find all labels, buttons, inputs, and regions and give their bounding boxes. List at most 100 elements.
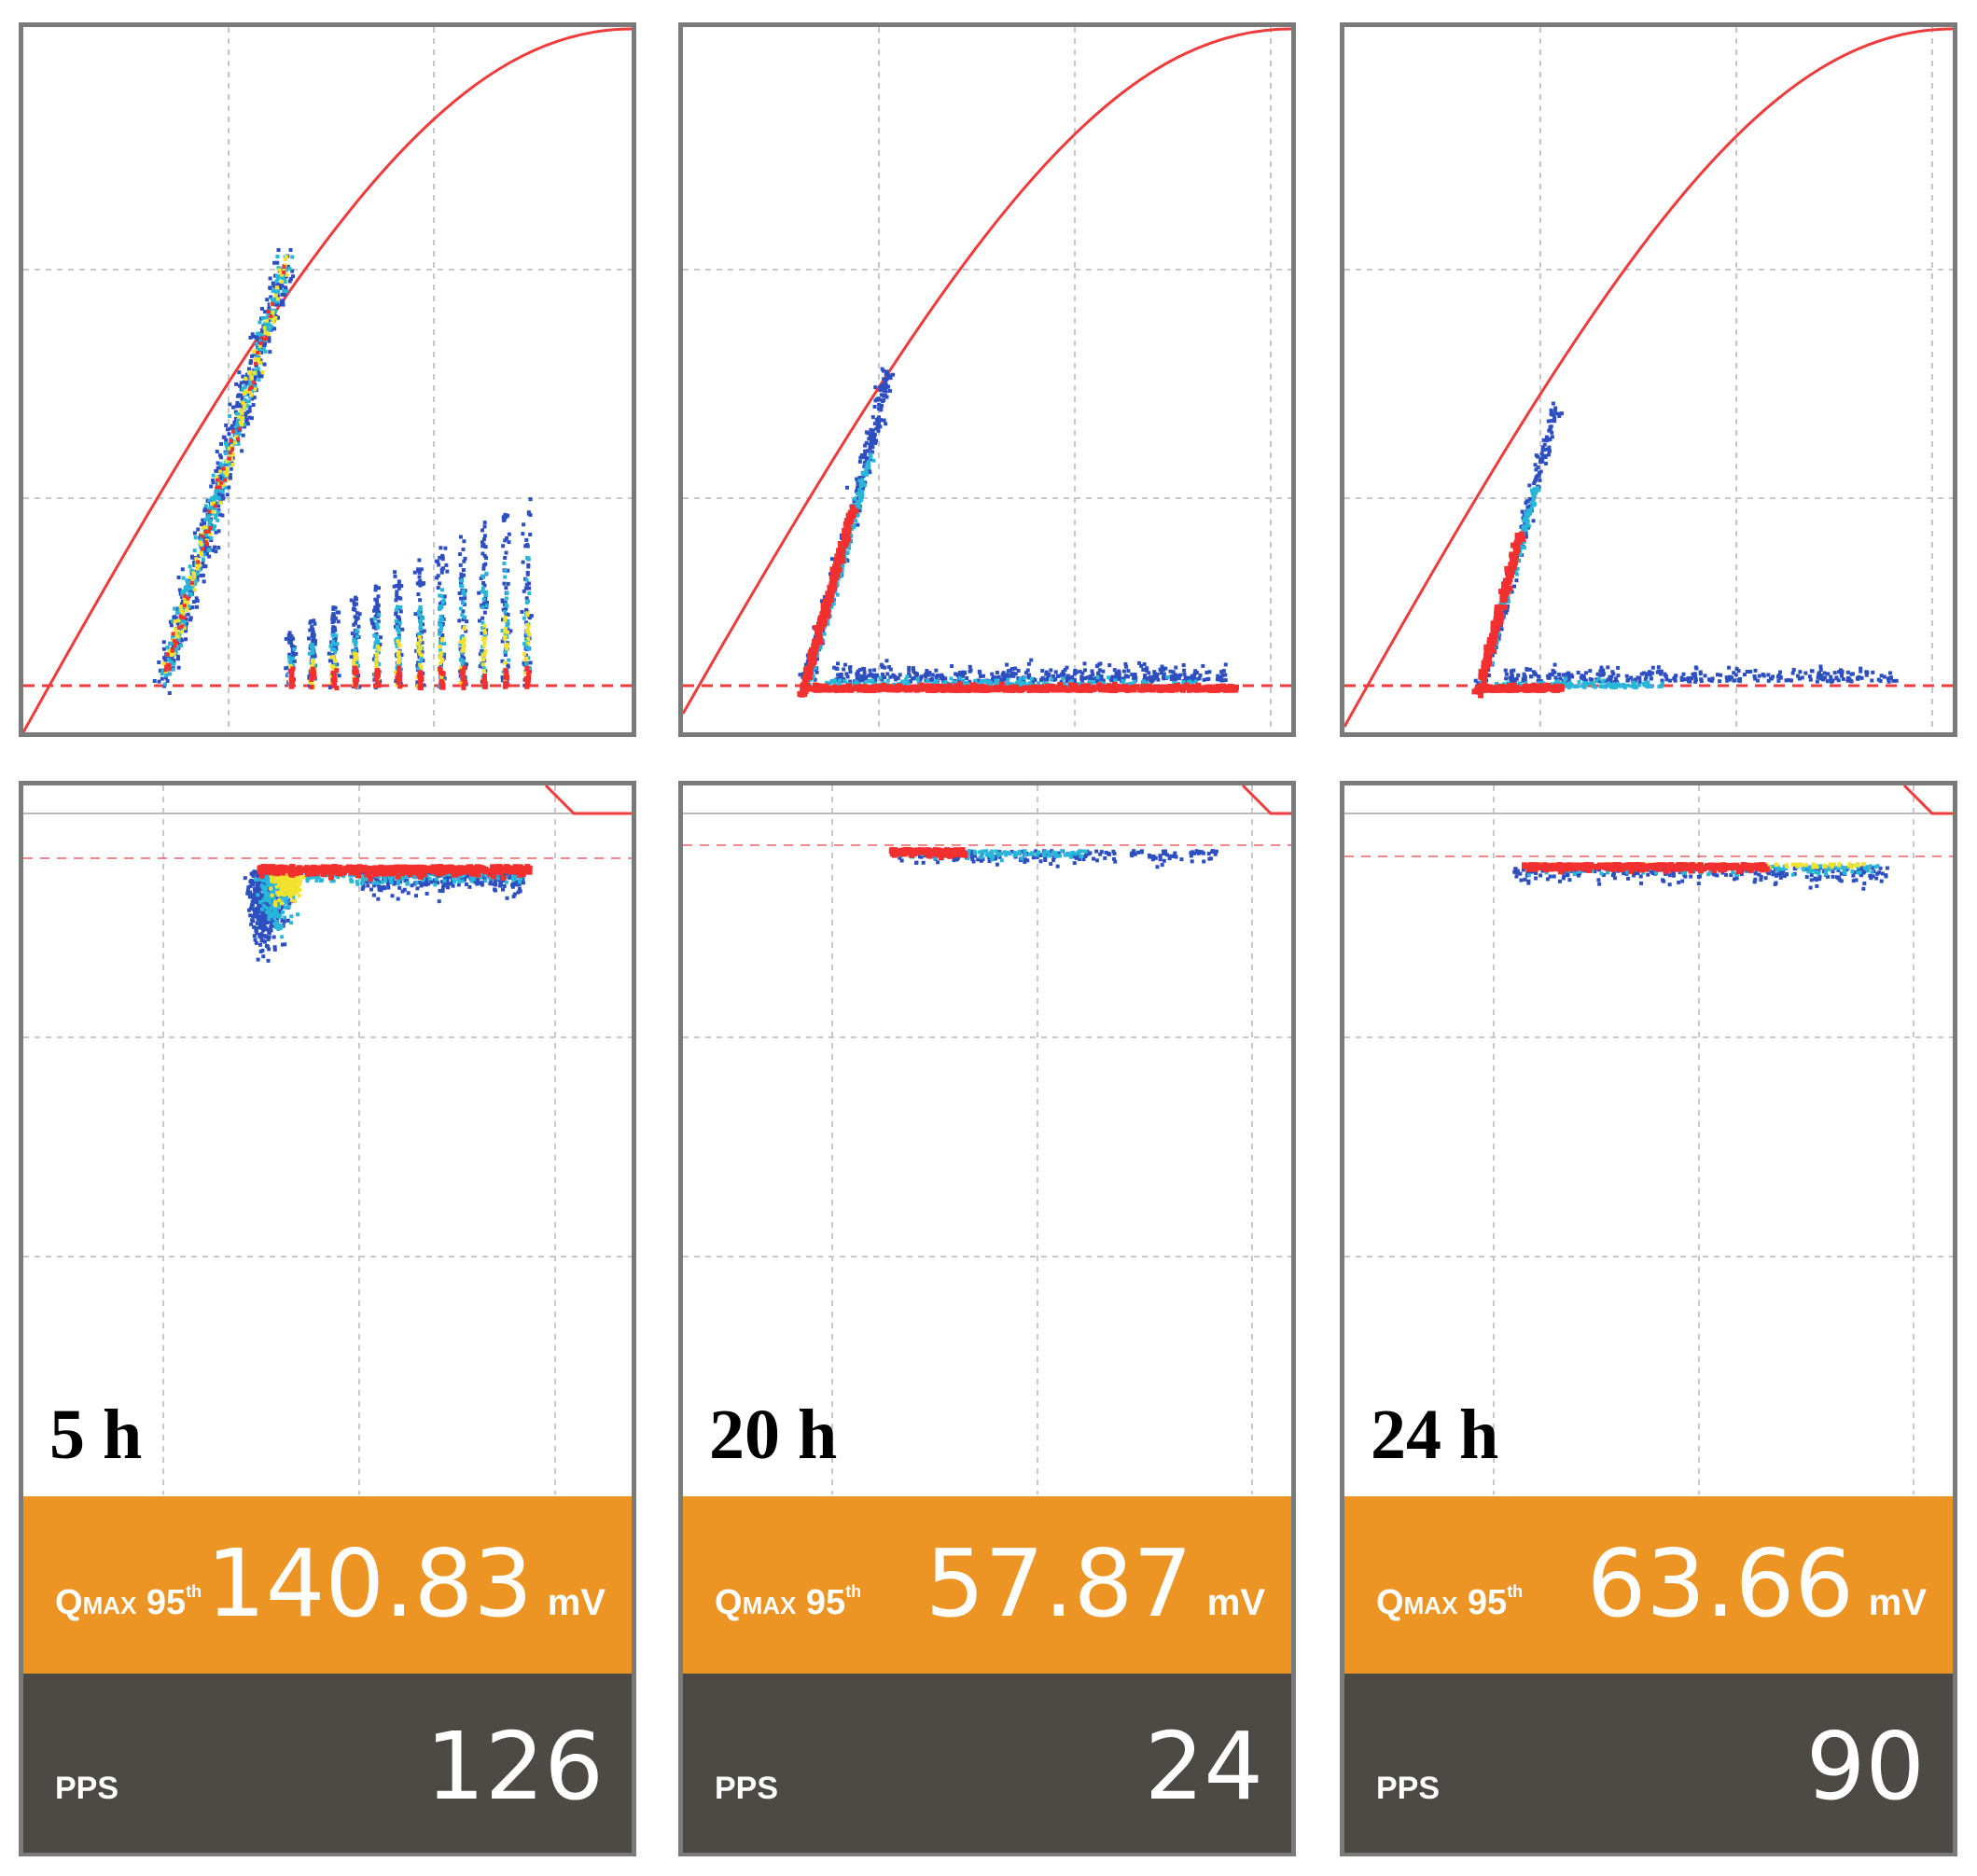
- discharge-point: [289, 681, 295, 687]
- discharge-point: [230, 438, 234, 443]
- discharge-point: [461, 645, 466, 649]
- discharge-point: [274, 279, 279, 284]
- discharge-point: [835, 592, 840, 597]
- discharge-point: [436, 560, 440, 564]
- discharge-point: [171, 635, 175, 640]
- discharge-point: [336, 875, 341, 880]
- discharge-point: [475, 882, 480, 886]
- discharge-point: [224, 443, 229, 448]
- discharge-point: [292, 646, 297, 651]
- discharge-point: [278, 894, 283, 898]
- discharge-point: [292, 891, 297, 896]
- discharge-point: [322, 867, 328, 873]
- discharge-point: [253, 888, 258, 893]
- discharge-point: [503, 609, 508, 614]
- discharge-point: [421, 878, 425, 882]
- discharge-point: [418, 680, 424, 686]
- discharge-point: [884, 385, 889, 390]
- discharge-point: [258, 902, 263, 907]
- discharge-point: [280, 885, 285, 890]
- discharge-point: [505, 642, 509, 646]
- discharge-point: [249, 393, 254, 397]
- discharge-point: [337, 610, 341, 615]
- discharge-point: [277, 268, 282, 272]
- discharge-point: [152, 678, 157, 683]
- discharge-point: [436, 574, 440, 578]
- discharge-point: [169, 660, 174, 664]
- discharge-point: [275, 277, 280, 282]
- discharge-point: [192, 587, 197, 591]
- discharge-point: [289, 644, 294, 648]
- discharge-point: [228, 402, 232, 407]
- discharge-point: [235, 400, 240, 405]
- discharge-point: [440, 880, 445, 884]
- discharge-point: [187, 584, 191, 589]
- discharge-point: [284, 880, 288, 884]
- discharge-point: [280, 280, 285, 285]
- discharge-point: [256, 902, 260, 907]
- discharge-point: [197, 554, 202, 559]
- discharge-point: [519, 877, 523, 882]
- discharge-point: [855, 496, 859, 501]
- discharge-point: [261, 954, 266, 959]
- discharge-point: [399, 653, 404, 658]
- discharge-point: [480, 637, 485, 642]
- discharge-point: [274, 285, 279, 290]
- discharge-point: [375, 680, 381, 686]
- discharge-point: [187, 604, 191, 609]
- discharge-point: [862, 483, 867, 488]
- discharge-point: [247, 409, 252, 413]
- discharge-point: [459, 671, 465, 676]
- discharge-point: [371, 625, 376, 630]
- discharge-point: [396, 679, 401, 685]
- discharge-point: [191, 571, 196, 576]
- discharge-point: [502, 883, 507, 888]
- discharge-point: [439, 663, 443, 668]
- discharge-point: [307, 674, 312, 678]
- discharge-point: [252, 924, 257, 929]
- discharge-point: [280, 935, 285, 939]
- discharge-point: [333, 605, 338, 610]
- discharge-point: [398, 870, 405, 877]
- discharge-point: [201, 525, 205, 530]
- discharge-point: [245, 392, 250, 396]
- discharge-point: [287, 637, 292, 642]
- discharge-point: [237, 370, 242, 375]
- discharge-point: [527, 591, 532, 595]
- discharge-point: [524, 637, 529, 642]
- discharge-point: [208, 526, 213, 531]
- discharge-point: [255, 883, 259, 888]
- discharge-point: [524, 662, 529, 667]
- discharge-point: [401, 868, 408, 874]
- discharge-point: [417, 619, 422, 624]
- discharge-point: [811, 676, 815, 681]
- discharge-point: [276, 315, 281, 320]
- discharge-point: [271, 301, 275, 306]
- bottom-plot-svg: [23, 785, 632, 1494]
- discharge-point: [445, 569, 450, 574]
- discharge-point: [258, 877, 262, 882]
- discharge-point: [327, 659, 332, 663]
- discharge-point: [278, 275, 283, 280]
- discharge-point: [353, 620, 357, 625]
- discharge-point: [842, 527, 848, 534]
- discharge-point: [157, 660, 161, 665]
- discharge-point: [165, 645, 170, 649]
- discharge-point: [836, 548, 842, 554]
- discharge-point: [882, 418, 886, 423]
- discharge-point: [212, 527, 216, 532]
- discharge-point: [214, 549, 218, 554]
- discharge-point: [495, 864, 502, 870]
- discharge-point: [262, 343, 267, 348]
- discharge-point: [406, 891, 411, 896]
- discharge-point: [263, 321, 268, 326]
- discharge-point: [203, 549, 208, 553]
- discharge-point: [820, 605, 827, 612]
- discharge-point: [200, 542, 204, 547]
- discharge-point: [373, 588, 378, 592]
- discharge-point: [526, 646, 531, 651]
- discharge-point: [186, 580, 190, 585]
- discharge-point: [224, 423, 229, 427]
- discharge-point: [524, 864, 531, 870]
- discharge-point: [329, 647, 334, 652]
